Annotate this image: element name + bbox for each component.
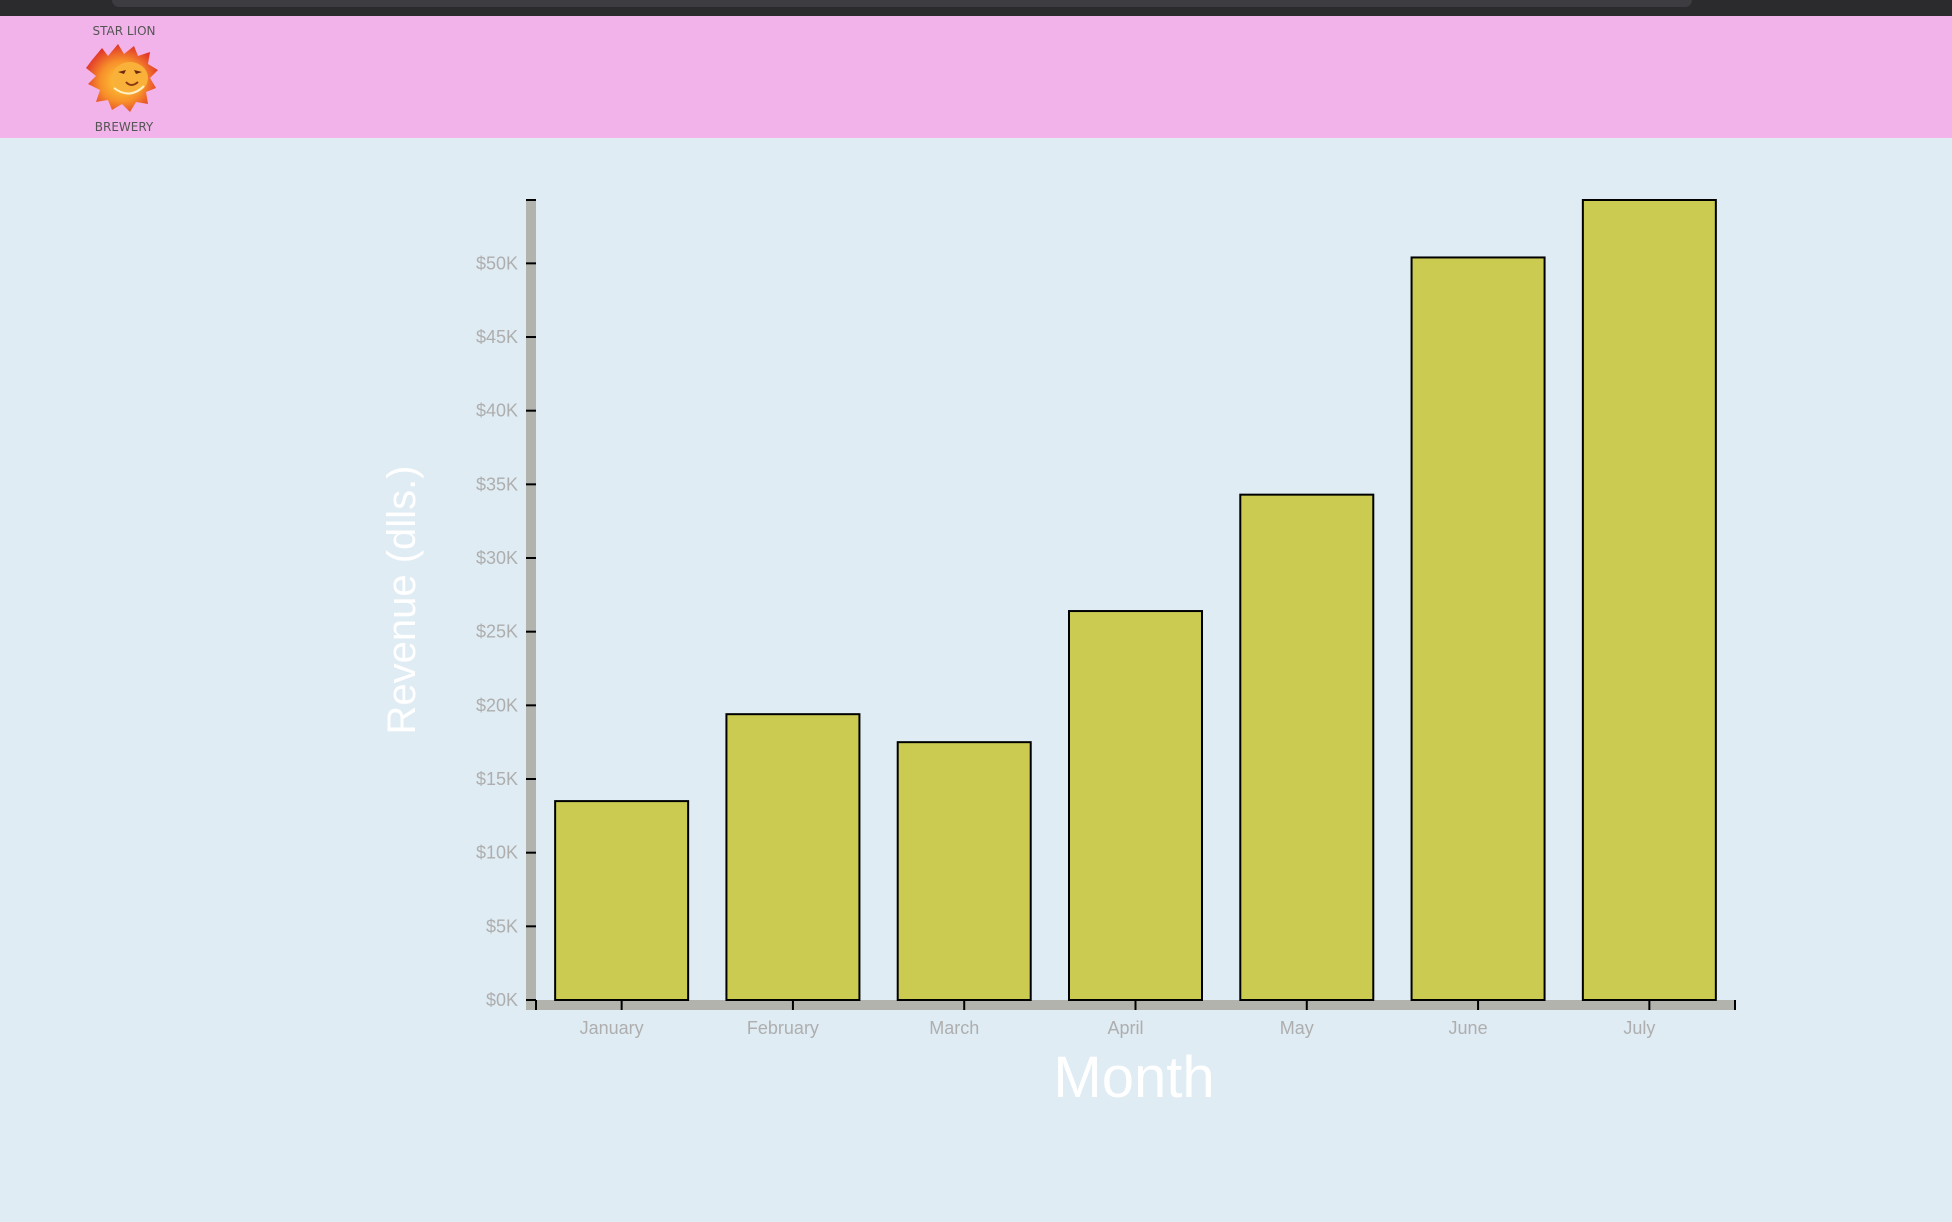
y-tick-label: $5K — [486, 916, 518, 936]
y-tick-label: $0K — [486, 990, 518, 1010]
y-tick-label: $25K — [476, 622, 518, 642]
x-tick-label: July — [1623, 1018, 1655, 1038]
logo-bottom-text: BREWERY — [95, 120, 154, 134]
y-tick-label: $40K — [476, 401, 518, 421]
logo-top-text: STAR LION — [92, 26, 155, 38]
window-top-bar — [0, 0, 1952, 16]
y-tick-label: $15K — [476, 769, 518, 789]
bar — [1581, 199, 1717, 1001]
y-tick-label: $10K — [476, 843, 518, 863]
header-banner: STAR LION BREWERY — [0, 16, 1952, 138]
y-tick-label: $35K — [476, 474, 518, 494]
bar — [554, 800, 690, 1002]
lion-head-icon — [86, 44, 158, 112]
bar — [1068, 610, 1203, 1002]
y-tick-label: $30K — [476, 548, 518, 568]
x-tick-label: March — [929, 1018, 979, 1038]
x-tick-label: May — [1280, 1018, 1314, 1038]
brewery-logo[interactable]: STAR LION BREWERY — [74, 26, 174, 136]
x-tick-label: February — [747, 1018, 819, 1038]
y-axis-band — [526, 200, 536, 1010]
bar — [896, 741, 1032, 1001]
address-bar[interactable] — [112, 0, 1692, 7]
x-tick-label: January — [580, 1018, 644, 1038]
y-tick-label: $20K — [476, 695, 518, 715]
y-axis-title: Revenue (dlls.) — [380, 465, 424, 734]
x-axis-title: Month — [1053, 1045, 1214, 1110]
x-tick-label: June — [1449, 1018, 1488, 1038]
y-tick-label: $45K — [476, 327, 518, 347]
bar — [725, 713, 861, 1001]
bar — [1239, 493, 1375, 1001]
bar — [1410, 256, 1546, 1001]
x-tick-label: April — [1107, 1018, 1143, 1038]
y-tick-label: $50K — [476, 253, 518, 273]
